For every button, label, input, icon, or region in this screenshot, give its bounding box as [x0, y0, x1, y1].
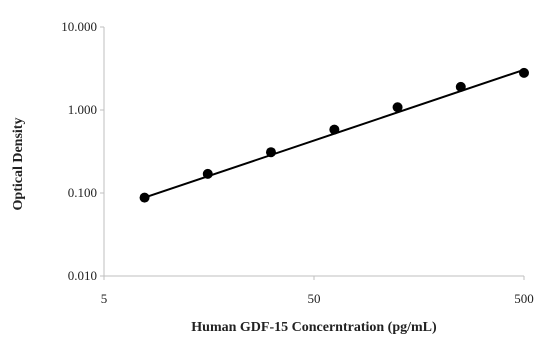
- ticks: 0.010 0.100 1.000 10.000 5 50 500: [61, 19, 534, 306]
- data-point: [519, 67, 529, 78]
- y-tick-label: 0.010: [68, 268, 97, 283]
- axes: [103, 27, 524, 277]
- x-tick-label: 5: [101, 291, 108, 306]
- y-tick-label: 10.000: [61, 19, 97, 34]
- data-point: [392, 102, 403, 113]
- y-tick-label: 1.000: [68, 102, 97, 117]
- data-point: [329, 124, 340, 135]
- data-points: [139, 67, 529, 203]
- x-tick-label: 50: [308, 291, 321, 306]
- data-point: [265, 147, 276, 158]
- data-point: [455, 81, 466, 92]
- x-axis-title: Human GDF-15 Concerntration (pg/mL): [191, 320, 437, 335]
- x-tick-label: 500: [514, 291, 534, 306]
- data-point: [202, 168, 213, 179]
- data-point: [139, 192, 150, 203]
- y-axis-title: Optical Density: [11, 118, 26, 211]
- y-tick-label: 0.100: [68, 185, 97, 200]
